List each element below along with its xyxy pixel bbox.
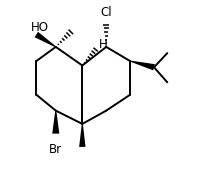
Text: Br: Br bbox=[49, 143, 62, 156]
Text: HO: HO bbox=[30, 21, 48, 34]
Text: Cl: Cl bbox=[100, 6, 112, 19]
Polygon shape bbox=[35, 32, 56, 47]
Polygon shape bbox=[130, 61, 155, 70]
Polygon shape bbox=[52, 111, 59, 134]
Polygon shape bbox=[79, 124, 86, 147]
Text: H: H bbox=[99, 38, 108, 51]
